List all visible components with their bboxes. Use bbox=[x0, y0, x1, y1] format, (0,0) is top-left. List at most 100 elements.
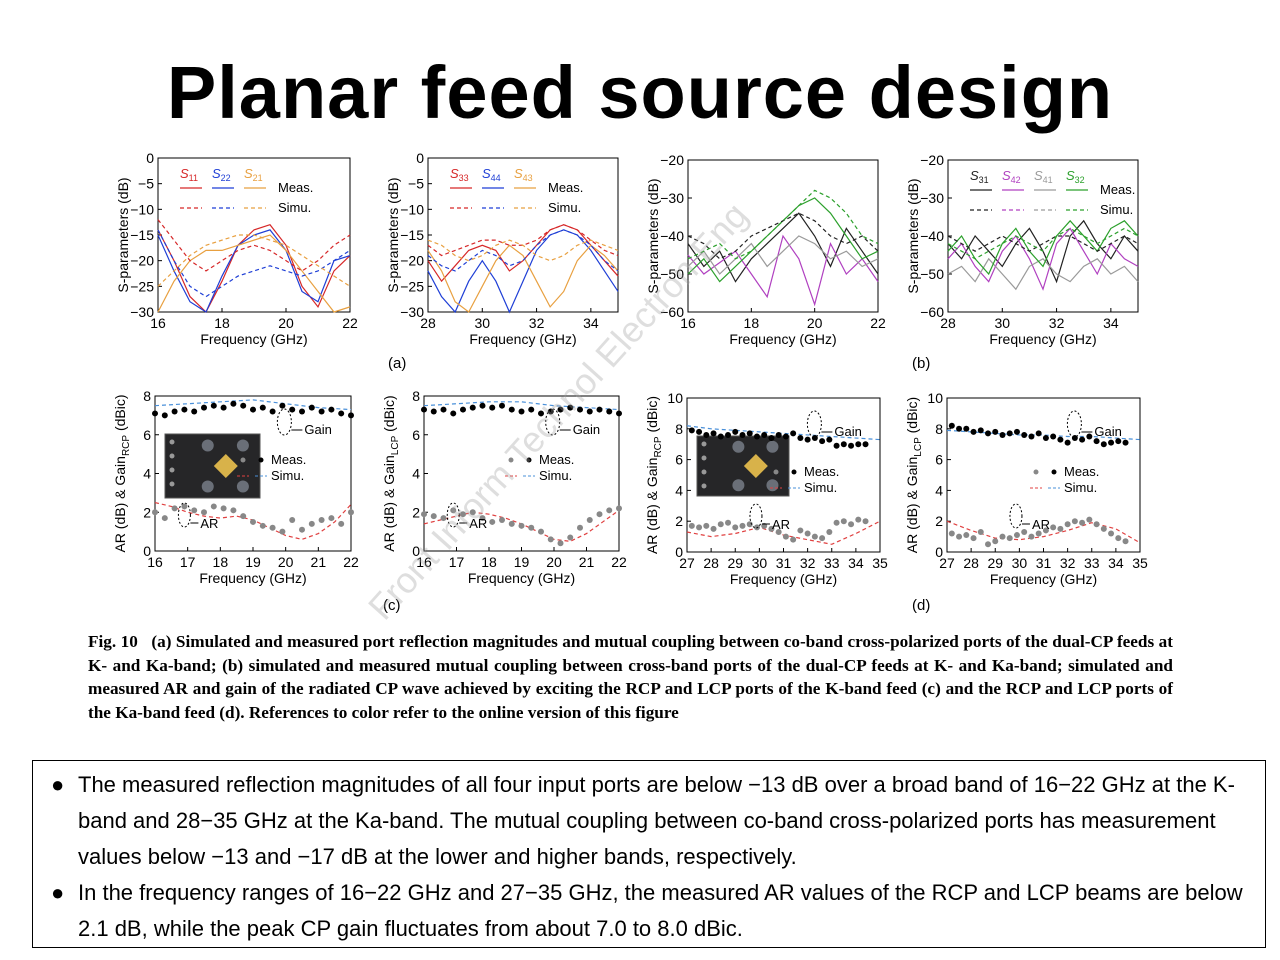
inset-via bbox=[701, 469, 707, 475]
note-item: ● The measured reflection magnitudes of … bbox=[47, 767, 1247, 875]
x-axis-label: Frequency (GHz) bbox=[200, 331, 307, 347]
gain-meas-point bbox=[862, 441, 869, 448]
ar-meas-point bbox=[768, 525, 775, 532]
x-tick-label: 30 bbox=[474, 315, 490, 331]
gain-meas-point bbox=[1013, 428, 1020, 435]
inset-connector bbox=[236, 480, 249, 493]
ar-meas-point bbox=[1028, 533, 1035, 540]
y-tick-label: −20 bbox=[400, 253, 424, 269]
y-axis-label: S-parameters (dB) bbox=[905, 178, 921, 293]
gain-meas-point bbox=[489, 404, 496, 411]
x-tick-label: 31 bbox=[776, 555, 792, 571]
gain-meas-point bbox=[250, 406, 256, 413]
y-tick-label: −60 bbox=[660, 304, 684, 320]
gain-meas-point bbox=[181, 406, 188, 413]
panel-label: (c) bbox=[383, 597, 401, 614]
x-axis-label: Frequency (GHz) bbox=[199, 570, 306, 586]
ar-meas-point bbox=[732, 524, 739, 531]
gain-meas-point bbox=[782, 433, 789, 440]
x-tick-label: 33 bbox=[1084, 555, 1100, 571]
x-tick-label: 20 bbox=[807, 315, 823, 331]
chart-panel-1: 16 18 20 22 0 −5 −10 −15 −20 −25 −30 Frequency (GHz… bbox=[115, 150, 406, 372]
inset-via bbox=[701, 483, 707, 489]
legend-label: S41 bbox=[1034, 168, 1053, 185]
gain-meas-point bbox=[1021, 431, 1028, 438]
gain-meas-point bbox=[318, 408, 325, 415]
ar-callout bbox=[446, 502, 460, 528]
gain-meas-point bbox=[479, 402, 486, 409]
legend-meas-label: Meas. bbox=[548, 180, 583, 195]
ar-meas-point bbox=[450, 507, 457, 514]
y-tick-label: 4 bbox=[675, 482, 683, 498]
gain-meas-point bbox=[710, 430, 717, 437]
series-line bbox=[947, 219, 1139, 276]
gain-meas-point bbox=[696, 428, 703, 435]
y-tick-label: −50 bbox=[660, 266, 684, 282]
legend-label: S33 bbox=[450, 166, 469, 183]
ar-meas-point bbox=[421, 511, 427, 518]
gain-meas-point bbox=[703, 431, 710, 438]
gain-meas-point bbox=[992, 428, 999, 435]
ar-meas-point bbox=[338, 520, 345, 527]
inset-connector bbox=[236, 439, 249, 452]
legend-simu-label: Simu. bbox=[278, 200, 311, 215]
inset-via bbox=[701, 455, 707, 461]
y-tick-label: −20 bbox=[660, 152, 684, 168]
series-line bbox=[947, 227, 1139, 291]
ar-annotation: AR bbox=[772, 517, 790, 532]
gain-meas-point bbox=[797, 435, 804, 442]
ar-meas-point bbox=[1079, 519, 1086, 526]
legend-meas-label: Meas. bbox=[278, 180, 313, 195]
gain-meas-point bbox=[840, 441, 847, 448]
gain-simu-line bbox=[686, 425, 881, 441]
legend-label: S22 bbox=[212, 166, 231, 183]
gain-meas-point bbox=[201, 404, 207, 411]
gain-meas-point bbox=[328, 406, 335, 413]
ar-meas-point bbox=[152, 509, 158, 516]
y-tick-label: −30 bbox=[400, 304, 424, 320]
inset-patch bbox=[213, 454, 238, 478]
ar-meas-point bbox=[460, 511, 466, 518]
ar-meas-point bbox=[696, 524, 703, 531]
x-axis-label: Frequency (GHz) bbox=[990, 571, 1097, 587]
inset-via bbox=[169, 453, 175, 459]
x-tick-label: 17 bbox=[449, 554, 465, 570]
ar-meas-point bbox=[948, 530, 955, 537]
gain-meas-point bbox=[1086, 433, 1093, 440]
chart-panel-5: 16 17 18 19 20 21 22 0 2 4 6 8 Frequency (GHz) AR (dB… bbox=[112, 388, 401, 614]
gain-meas-point bbox=[567, 404, 574, 411]
x-tick-label: 28 bbox=[963, 555, 979, 571]
ar-meas-point bbox=[528, 524, 535, 531]
ar-meas-point bbox=[308, 520, 315, 527]
ar-meas-point bbox=[210, 503, 217, 510]
y-tick-label: −25 bbox=[400, 278, 424, 294]
gain-meas-point bbox=[348, 412, 354, 419]
gain-simu-line bbox=[946, 429, 1141, 441]
y-tick-label: 8 bbox=[143, 388, 151, 404]
gain-meas-point bbox=[848, 442, 855, 449]
x-tick-label: 28 bbox=[703, 555, 719, 571]
series-line bbox=[947, 257, 1139, 291]
gain-meas-point bbox=[499, 402, 505, 409]
gain-meas-point bbox=[761, 431, 768, 438]
ar-meas-point bbox=[538, 528, 544, 535]
x-tick-label: 18 bbox=[213, 554, 229, 570]
figure-caption: Fig. 10 (a) Simulated and measured port … bbox=[88, 630, 1173, 724]
y-tick-label: −40 bbox=[920, 228, 944, 244]
ar-meas-point bbox=[489, 518, 496, 525]
notes-box: ● The measured reflection magnitudes of … bbox=[32, 760, 1266, 948]
x-tick-label: 27 bbox=[679, 555, 695, 571]
y-tick-label: 2 bbox=[143, 504, 151, 520]
ar-meas-point bbox=[171, 505, 178, 512]
gain-meas-point bbox=[753, 433, 760, 440]
gain-meas-point bbox=[460, 406, 466, 413]
y-tick-label: 0 bbox=[935, 544, 943, 560]
gain-meas-point bbox=[819, 438, 826, 445]
ar-meas-point bbox=[1093, 521, 1100, 528]
y-tick-label: −10 bbox=[130, 201, 154, 217]
x-tick-label: 32 bbox=[800, 555, 816, 571]
x-tick-label: 30 bbox=[994, 315, 1010, 331]
inset-patch bbox=[743, 454, 768, 478]
ar-meas-point bbox=[430, 513, 437, 520]
ar-annotation: AR bbox=[1032, 517, 1050, 532]
